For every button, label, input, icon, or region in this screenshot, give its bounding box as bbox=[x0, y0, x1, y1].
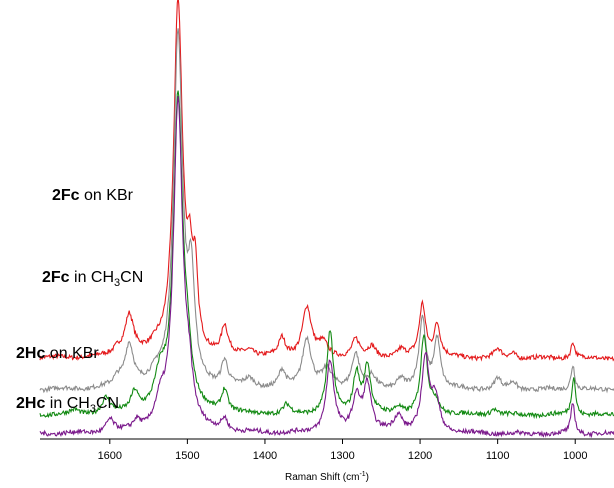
series-label-bold: 2Fc bbox=[42, 269, 70, 286]
series-label-1: 2Fc on KBr bbox=[52, 187, 134, 204]
series-line-4 bbox=[39, 95, 614, 439]
x-tick-label-1400: 1400 bbox=[253, 450, 277, 462]
series-label-3: 2Hc on KBr bbox=[16, 345, 99, 362]
series-label-bold: 2Fc bbox=[52, 187, 80, 204]
x-axis-title-close: ) bbox=[366, 472, 369, 483]
x-axis-title: Raman Shift (cm-1) bbox=[285, 471, 369, 483]
series-label-text: on KBr bbox=[45, 345, 99, 362]
x-tick-label-1100: 1100 bbox=[486, 450, 510, 462]
series-layer bbox=[39, 0, 614, 439]
x-tick-label-1500: 1500 bbox=[175, 450, 199, 462]
series-label-subscript: 3 bbox=[90, 403, 96, 415]
series-line-2 bbox=[39, 28, 614, 394]
series-label-text: on KBr bbox=[80, 187, 134, 204]
series-label-2: 2Fc in CH3CN bbox=[42, 269, 143, 289]
tick-layer: 1600 1500 1400 1300 1200 1100 1000 bbox=[98, 439, 587, 462]
series-line-1 bbox=[39, 0, 614, 362]
x-tick-label-1000: 1000 bbox=[563, 450, 587, 462]
x-tick-label-1600: 1600 bbox=[98, 450, 122, 462]
series-label-bold: 2Hc bbox=[16, 395, 45, 412]
series-label-subscript: 3 bbox=[114, 277, 120, 289]
series-line-3 bbox=[39, 90, 614, 420]
x-axis-title-text: Raman Shift (cm bbox=[285, 472, 359, 483]
series-label-after: CN bbox=[120, 269, 143, 286]
series-label-text: in CH bbox=[45, 395, 89, 412]
x-axis-title-sup: -1 bbox=[359, 471, 365, 478]
x-tick-label-1300: 1300 bbox=[330, 450, 354, 462]
series-label-bold: 2Hc bbox=[16, 345, 45, 362]
series-label-after: CN bbox=[96, 395, 119, 412]
series-label-text: in CH bbox=[70, 269, 114, 286]
x-tick-label-1200: 1200 bbox=[408, 450, 432, 462]
series-label-4: 2Hc in CH3CN bbox=[16, 395, 119, 415]
